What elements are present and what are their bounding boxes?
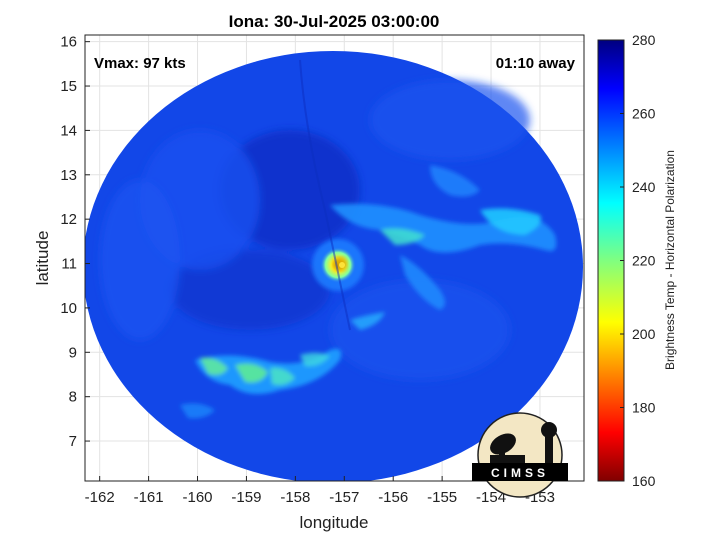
y-tick-label: 7 [69, 433, 77, 450]
time-away-annotation: 01:10 away [496, 55, 576, 72]
y-axis-ticks: 7 8 9 10 11 12 13 14 15 16 [60, 34, 90, 450]
colorbar-ticks: 160 180 200 220 240 260 280 [620, 32, 656, 489]
x-tick-label: -154 [476, 489, 506, 506]
cimss-logo: CIMSS [472, 412, 568, 498]
scan-seam [299, 59, 351, 331]
x-tick-label: -158 [280, 489, 310, 506]
y-tick-label: 8 [69, 389, 77, 406]
x-tick-label: -157 [329, 489, 359, 506]
x-tick-label: -159 [231, 489, 261, 506]
colorbar-tick-label: 180 [632, 400, 656, 416]
x-tick-label: -156 [378, 489, 408, 506]
x-axis-label: longitude [299, 513, 368, 532]
y-tick-label: 11 [61, 256, 77, 273]
swath-texture [100, 80, 530, 380]
colorbar-tick-label: 220 [632, 253, 656, 269]
logo-text: CIMSS [491, 466, 549, 480]
colorbar-tick-label: 160 [632, 473, 656, 489]
y-tick-label: 10 [60, 300, 77, 317]
y-tick-label: 13 [60, 167, 77, 184]
vmax-annotation: Vmax: 97 kts [94, 55, 186, 72]
x-tick-label: -162 [85, 489, 115, 506]
colorbar-tick-label: 280 [632, 32, 656, 48]
x-tick-label: -155 [427, 489, 457, 506]
satellite-dish-icon [490, 433, 516, 455]
y-tick-label: 15 [60, 78, 77, 95]
colorbar [597, 39, 625, 482]
plot-border [84, 34, 585, 482]
y-tick-label: 16 [60, 34, 77, 51]
storm-eyewall [312, 239, 364, 291]
y-tick-label: 9 [69, 344, 77, 361]
colorbar-label: Brightness Temp - Horizontal Polarizatio… [663, 150, 677, 370]
x-tick-label: -161 [134, 489, 164, 506]
tower-icon [545, 430, 553, 466]
colorbar-tick-label: 200 [632, 326, 656, 342]
y-tick-label: 14 [60, 122, 77, 139]
colorbar-tick-label: 260 [632, 106, 656, 122]
figure-title: Iona: 30-Jul-2025 03:00:00 [229, 12, 440, 31]
rain-bands [180, 165, 557, 419]
y-tick-label: 12 [60, 211, 77, 228]
microwave-swath [85, 51, 583, 481]
x-tick-label: -160 [183, 489, 213, 506]
x-axis-ticks: -162 -161 -160 -159 -158 -157 -156 -155 -154 -153 [85, 476, 555, 506]
colorbar-tick-label: 240 [632, 179, 656, 195]
y-axis-label: latitude [33, 231, 52, 286]
